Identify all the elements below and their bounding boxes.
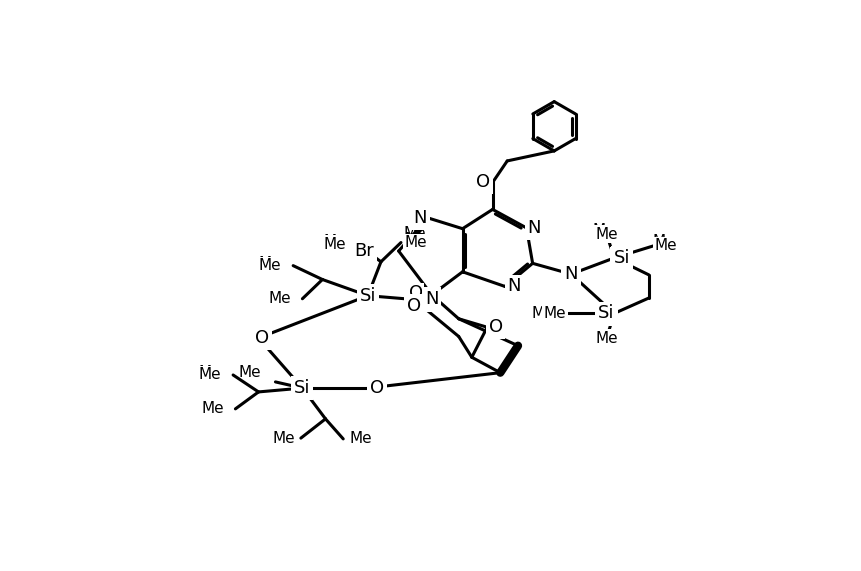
Text: N: N [413, 207, 426, 226]
Text: O: O [476, 174, 490, 191]
Text: Me: Me [543, 306, 566, 321]
Text: Me: Me [404, 235, 426, 250]
Text: Me: Me [201, 401, 224, 416]
Text: Me: Me [272, 435, 294, 451]
Text: Me: Me [258, 256, 282, 271]
Text: Me: Me [593, 335, 616, 350]
Text: N: N [424, 289, 438, 308]
Text: N: N [564, 265, 577, 283]
Text: O: O [408, 284, 422, 303]
Text: Me: Me [531, 306, 554, 321]
Text: Me: Me [349, 431, 372, 447]
Text: Me: Me [272, 431, 294, 445]
Text: O: O [255, 329, 269, 347]
Text: N: N [413, 209, 426, 227]
Text: O: O [488, 318, 502, 336]
Text: O: O [406, 297, 421, 315]
Text: N: N [506, 279, 521, 297]
Text: Me: Me [199, 368, 221, 383]
Text: Me: Me [238, 365, 261, 380]
Text: Me: Me [595, 227, 617, 242]
Text: O: O [476, 174, 490, 191]
Text: Br: Br [354, 242, 374, 260]
Text: N: N [562, 265, 576, 283]
Text: Si: Si [596, 307, 612, 325]
Text: O: O [369, 379, 384, 397]
Text: Me: Me [592, 223, 614, 238]
Text: Me: Me [652, 234, 674, 250]
Text: O: O [488, 317, 502, 335]
Text: Me: Me [323, 236, 346, 252]
Text: O: O [369, 379, 384, 397]
Text: Me: Me [653, 238, 676, 253]
Text: Si: Si [359, 287, 375, 305]
Text: N: N [527, 216, 541, 234]
Text: N: N [507, 279, 520, 297]
Text: Me: Me [349, 436, 372, 451]
Text: Me: Me [268, 291, 290, 306]
Text: N: N [526, 216, 541, 234]
Text: Me: Me [403, 226, 425, 241]
Text: Me: Me [595, 331, 617, 345]
Text: N: N [422, 292, 437, 310]
Text: N: N [527, 219, 541, 237]
Text: O: O [255, 329, 269, 347]
Text: Si: Si [294, 379, 310, 397]
Text: Si: Si [598, 304, 614, 323]
Text: Me: Me [268, 291, 290, 306]
Text: Si: Si [359, 287, 375, 305]
Text: Br: Br [351, 242, 374, 260]
Text: Me: Me [258, 258, 282, 273]
Text: Si: Si [294, 379, 310, 397]
Text: Si: Si [611, 249, 628, 267]
Text: Me: Me [404, 232, 426, 247]
Text: Me: Me [199, 365, 221, 380]
Text: Si: Si [613, 249, 629, 267]
Text: Me: Me [201, 401, 224, 416]
Text: N: N [412, 207, 427, 226]
Text: N: N [507, 278, 520, 295]
Text: Br: Br [354, 242, 374, 260]
Text: Me: Me [323, 234, 346, 250]
Text: N: N [423, 292, 437, 310]
